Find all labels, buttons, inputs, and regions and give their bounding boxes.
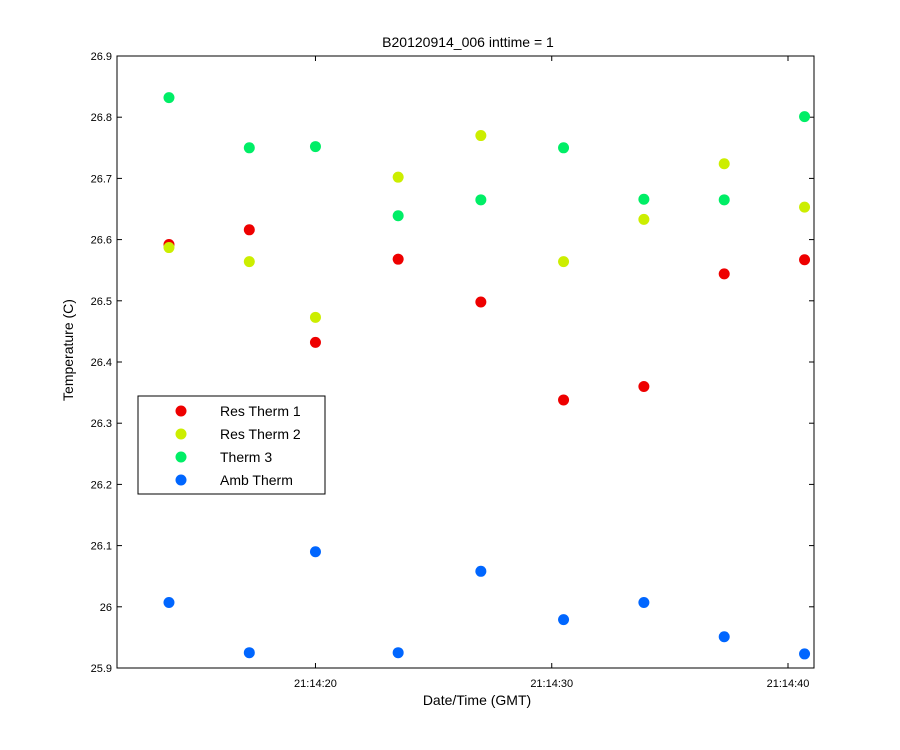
data-point-res-therm-2 [243, 256, 255, 268]
y-axis: 25.9 26 26.1 26.2 26.3 26.4 26.5 26.6 26.7 26.8 26… [91, 51, 814, 675]
data-point-amb-therm [718, 631, 730, 643]
data-point-therm-3 [392, 210, 404, 222]
legend-marker [175, 428, 187, 440]
legend-label: Amb Therm [220, 472, 293, 488]
legend-label: Res Therm 1 [220, 403, 301, 419]
data-points [163, 92, 811, 660]
data-point-therm-3 [243, 142, 255, 154]
legend-label: Therm 3 [220, 449, 272, 465]
data-point-res-therm-2 [558, 256, 570, 268]
data-point-res-therm-2 [638, 213, 650, 225]
data-point-therm-3 [638, 193, 650, 205]
data-point-therm-3 [558, 142, 570, 154]
y-tick-label: 26 [100, 602, 112, 614]
chart-title: B20120914_006 inttime = 1 [382, 34, 554, 50]
data-point-therm-3 [475, 194, 487, 206]
data-point-therm-3 [718, 194, 730, 206]
data-point-res-therm-2 [475, 130, 487, 142]
y-tick-label: 25.9 [91, 663, 112, 675]
data-point-res-therm-1 [392, 253, 404, 265]
y-tick-label: 26.6 [91, 235, 112, 247]
data-point-res-therm-1 [638, 380, 650, 392]
data-point-therm-3 [309, 141, 321, 153]
y-tick-label: 26.8 [91, 112, 112, 124]
data-point-res-therm-1 [309, 336, 321, 348]
data-point-res-therm-1 [475, 296, 487, 308]
data-point-therm-3 [799, 111, 811, 123]
data-point-amb-therm [309, 546, 321, 558]
legend-marker [175, 405, 187, 417]
data-point-res-therm-2 [309, 311, 321, 323]
x-tick-label: 21:14:30 [530, 678, 573, 690]
legend-box [137, 395, 326, 495]
y-tick-label: 26.7 [91, 173, 112, 185]
data-point-amb-therm [638, 597, 650, 609]
y-axis-label: Temperature (C) [60, 299, 76, 401]
legend-label: Res Therm 2 [220, 426, 301, 442]
x-tick-label: 21:14:20 [294, 678, 337, 690]
legend: Res Therm 1 Res Therm 2 Therm 3 Amb Therm [137, 395, 326, 495]
legend-marker [175, 474, 187, 486]
x-axis: 21:14:20 21:14:30 21:14:40 [294, 56, 809, 690]
data-point-res-therm-1 [558, 394, 570, 406]
legend-marker [175, 451, 187, 463]
y-tick-label: 26.2 [91, 479, 112, 491]
data-point-res-therm-1 [243, 224, 255, 236]
data-point-amb-therm [243, 647, 255, 659]
y-tick-label: 26.9 [91, 51, 112, 63]
data-point-amb-therm [475, 565, 487, 577]
y-tick-label: 26.3 [91, 418, 112, 430]
data-point-res-therm-2 [718, 158, 730, 170]
data-point-therm-3 [163, 92, 175, 104]
y-tick-label: 26.1 [91, 541, 112, 553]
x-axis-label: Date/Time (GMT) [423, 692, 531, 708]
data-point-amb-therm [163, 597, 175, 609]
data-point-amb-therm [799, 648, 811, 660]
y-tick-label: 26.5 [91, 296, 112, 308]
data-point-res-therm-2 [163, 242, 175, 254]
data-point-res-therm-1 [718, 268, 730, 280]
y-tick-label: 26.4 [91, 357, 112, 369]
data-point-amb-therm [392, 647, 404, 659]
data-point-res-therm-1 [799, 254, 811, 266]
data-point-res-therm-2 [392, 171, 404, 183]
x-tick-label: 21:14:40 [767, 678, 810, 690]
data-point-amb-therm [558, 614, 570, 626]
data-point-res-therm-2 [799, 201, 811, 213]
